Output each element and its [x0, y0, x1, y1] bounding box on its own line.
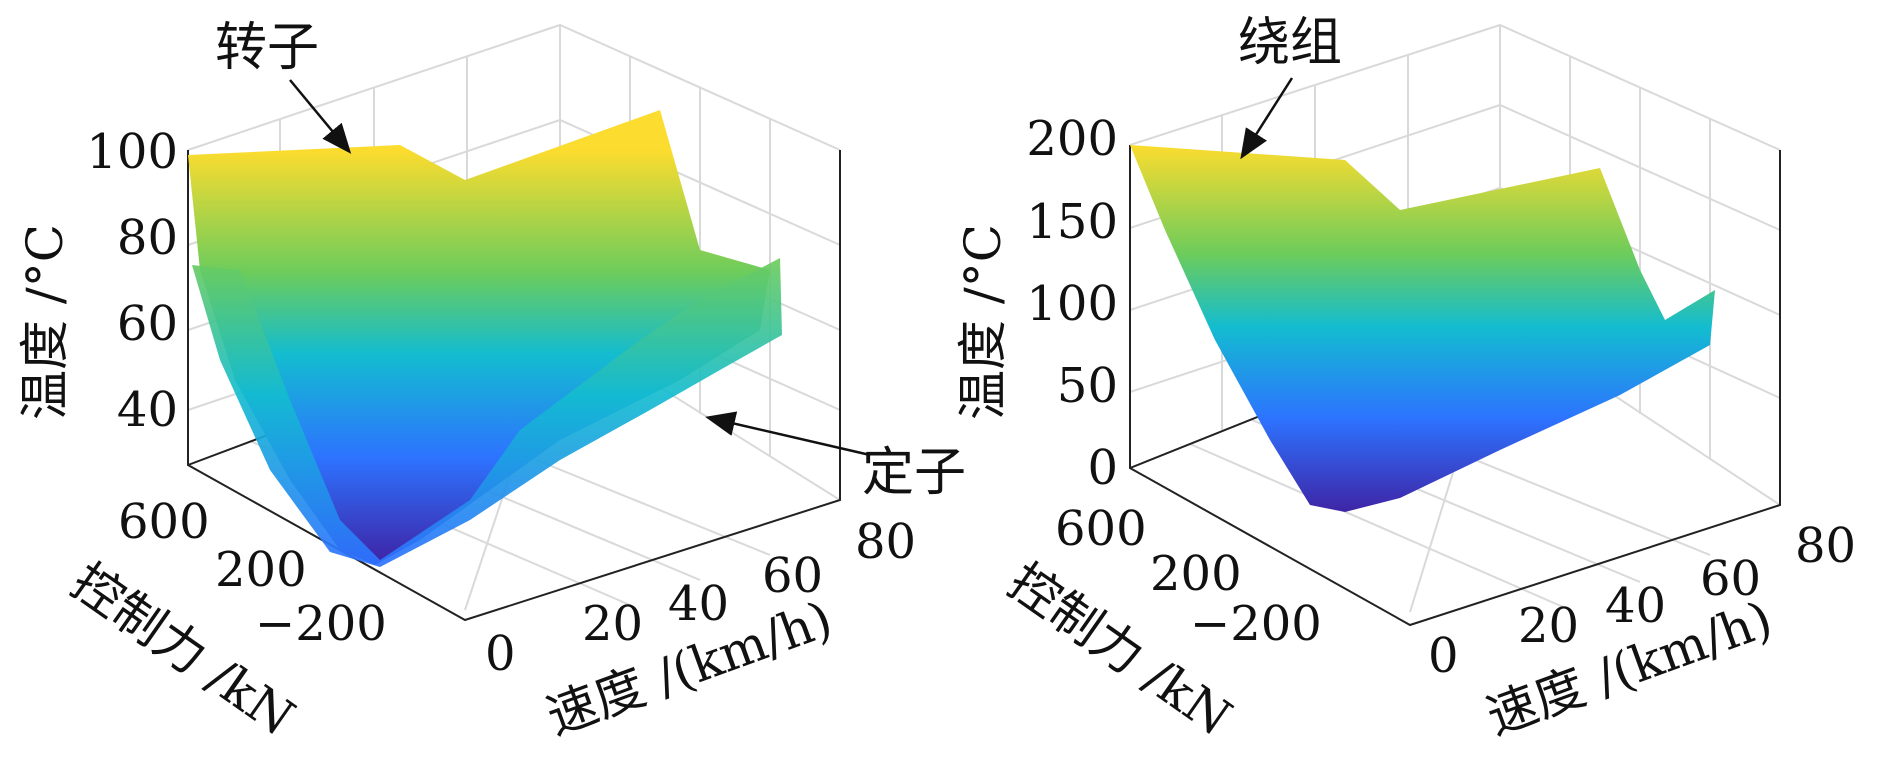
- y-tick: 600: [1055, 501, 1147, 557]
- right-y-ticks: 600 200 −200: [1055, 501, 1322, 652]
- left-panel: 100 80 60 40 600 200 −200 0 20 40 60 80 …: [16, 18, 966, 747]
- winding-annotation: 绕组: [1238, 13, 1342, 73]
- right-x-ticks: 0 20 40 60 80: [1428, 518, 1856, 684]
- rotor-annotation: 转子: [215, 18, 319, 78]
- right-z-axis-label: 温度 /°C: [954, 224, 1012, 420]
- x-tick: 40: [668, 576, 729, 632]
- x-tick: 0: [1428, 628, 1459, 684]
- z-tick: 200: [1026, 111, 1118, 167]
- x-tick: 0: [485, 626, 516, 682]
- left-x-ticks: 0 20 40 60 80: [485, 514, 916, 682]
- winding-annotation-arrow: [1240, 77, 1294, 160]
- x-tick: 60: [1700, 551, 1761, 607]
- rotor-surface: [188, 110, 770, 565]
- z-tick: 150: [1026, 194, 1118, 250]
- z-tick: 60: [117, 296, 178, 352]
- winding-surface: [1130, 145, 1715, 512]
- y-tick: −200: [1190, 596, 1322, 652]
- x-tick: 20: [582, 596, 643, 652]
- right-z-ticks: 200 150 100 50 0: [1026, 111, 1118, 496]
- z-tick: 80: [117, 210, 178, 266]
- x-tick: 60: [762, 548, 823, 604]
- stator-annotation-arrow: [705, 411, 871, 457]
- left-z-ticks: 100 80 60 40: [86, 124, 178, 438]
- x-tick: 80: [1795, 518, 1856, 574]
- rotor-annotation-arrow: [289, 79, 352, 154]
- y-tick: 200: [215, 542, 307, 598]
- stator-annotation: 定子: [862, 443, 966, 503]
- y-tick: 200: [1150, 546, 1242, 602]
- x-tick: 40: [1605, 578, 1666, 634]
- z-tick: 100: [86, 124, 178, 180]
- left-y-ticks: 600 200 −200: [118, 494, 387, 652]
- z-tick: 100: [1026, 276, 1118, 332]
- z-tick: 50: [1057, 358, 1118, 414]
- x-tick: 20: [1518, 598, 1579, 654]
- right-panel: 200 150 100 50 0 600 200 −200 0 20 40 60…: [954, 13, 1856, 747]
- z-tick: 40: [117, 382, 178, 438]
- y-tick: 600: [118, 494, 210, 550]
- left-z-axis-label: 温度 /°C: [16, 224, 74, 420]
- stator-surface: [192, 258, 782, 567]
- y-tick: −200: [255, 596, 387, 652]
- x-tick: 80: [855, 514, 916, 570]
- z-tick: 0: [1087, 440, 1118, 496]
